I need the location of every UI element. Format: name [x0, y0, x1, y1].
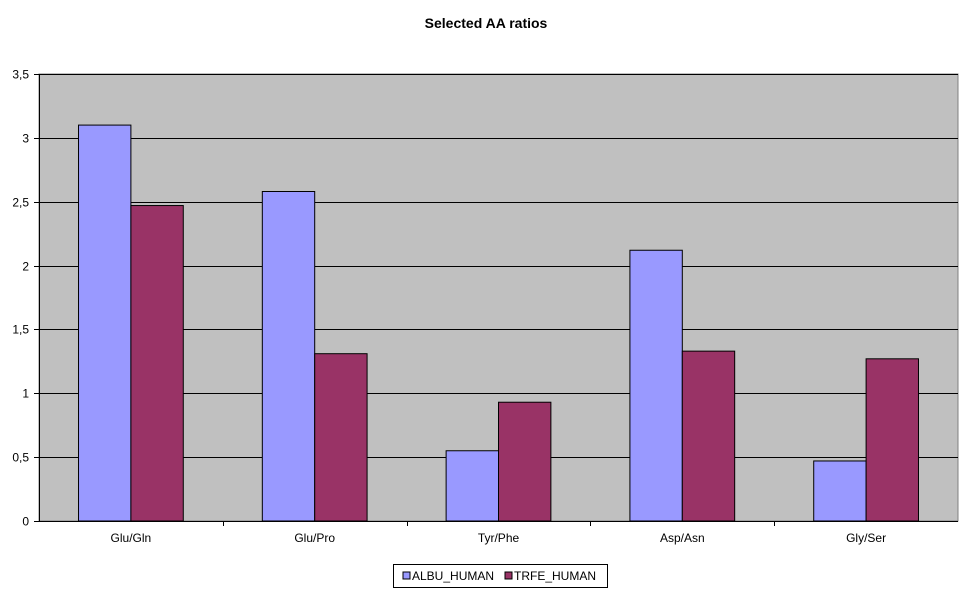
x-tick-label: Glu/Pro [294, 531, 335, 545]
y-tick-label: 1,5 [12, 323, 29, 337]
bar-albu-human-asp-asn [629, 249, 683, 522]
y-tick-label: 2 [22, 260, 29, 274]
bar-trfe-human-glu-gln [130, 205, 184, 522]
bar-trfe-human-tyr-phe [498, 401, 552, 522]
x-tick-label: Asp/Asn [660, 531, 705, 545]
x-tick-label: Glu/Gln [111, 531, 152, 545]
y-tick-label: 2,5 [12, 196, 29, 210]
y-tick-label: 1 [22, 387, 29, 401]
x-tick-label: Gly/Ser [846, 531, 886, 545]
legend-label: TRFE_HUMAN [514, 569, 596, 583]
bar-trfe-human-glu-pro [314, 353, 368, 522]
y-tick-label: 0,5 [12, 451, 29, 465]
legend-box [393, 564, 608, 588]
legend-label: ALBU_HUMAN [412, 569, 494, 583]
plot-area: 0 0,5 1 1,5 2 2,5 3 3,5 Glu/Gln Glu/Pro Tyr/Phe Asp… [12, 68, 959, 545]
y-tick-label: 3 [22, 132, 29, 146]
bar-albu-human-gly-ser [813, 460, 867, 522]
legend-swatch [504, 571, 513, 580]
legend: ALBU_HUMAN TRFE_HUMAN [393, 564, 608, 588]
bar-trfe-human-asp-asn [681, 350, 736, 522]
legend-swatch [402, 571, 411, 580]
bar-trfe-human-gly-ser [865, 358, 919, 522]
x-tick-label: Tyr/Phe [478, 531, 520, 545]
y-tick-label: 3,5 [12, 68, 29, 82]
bar-albu-human-glu-gln [78, 124, 132, 522]
y-tick-label: 0 [22, 515, 29, 529]
chart-title: Selected AA ratios [425, 15, 548, 31]
bar-albu-human-glu-pro [261, 190, 316, 522]
bar-albu-human-tyr-phe [445, 450, 500, 522]
